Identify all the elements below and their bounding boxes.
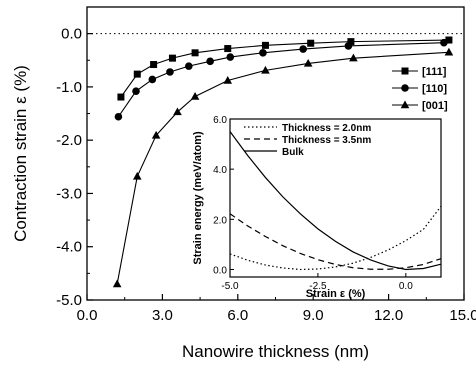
data-point	[261, 41, 269, 49]
y-tick-label: -5.0	[56, 292, 82, 309]
data-point	[166, 68, 174, 76]
data-point	[173, 107, 182, 116]
inset-series-solid	[229, 131, 442, 271]
x-tick-label: 0.0	[77, 307, 98, 324]
data-point	[299, 45, 307, 53]
inset-plot: -5.0 -2.5 0.0 0.0 2.0 4.0 6.0 Strain ε (%) Strai…	[192, 115, 442, 300]
data-point	[259, 49, 267, 57]
series-line	[116, 51, 449, 285]
x-tick-label: 6.0	[227, 307, 248, 324]
inset-y-axis-title: Strain energy (meV/atom)	[192, 131, 204, 265]
data-point	[303, 58, 313, 67]
inset-series-dashed	[229, 213, 442, 270]
x-axis-title: Nanowire thickness (nm)	[182, 342, 369, 361]
legend-label: [001]	[422, 100, 448, 112]
inset-y-tick-label: 2.0	[213, 215, 227, 226]
data-point	[347, 38, 355, 46]
x-tick-label: 12.0	[374, 307, 403, 324]
y-axis-title: Contraction strain ε (%)	[11, 65, 30, 242]
data-point	[440, 38, 448, 47]
x-tick-label: 3.0	[152, 307, 173, 324]
data-point	[445, 36, 453, 44]
data-point	[132, 171, 142, 180]
data-point	[150, 61, 158, 69]
legend-marker	[400, 100, 410, 109]
inset-x-tick-label: 0.0	[399, 281, 413, 292]
inset-plot-frame	[229, 118, 442, 278]
data-point	[226, 53, 235, 61]
series-square	[117, 36, 453, 101]
x-tick-label: 9.0	[303, 307, 324, 324]
data-point	[151, 130, 161, 139]
data-point	[148, 75, 157, 84]
data-point	[206, 57, 214, 66]
data-point	[114, 112, 123, 121]
series-line	[120, 39, 449, 98]
data-point	[261, 65, 270, 74]
data-point	[168, 54, 176, 62]
inset-legend-label: Thickness = 3.5nm	[282, 135, 371, 146]
inset-legend-label: Bulk	[282, 147, 304, 158]
inset-y-tick-label: 0.0	[213, 265, 227, 276]
y-tick-label: 0.0	[61, 26, 82, 43]
data-point	[307, 39, 315, 47]
data-point	[190, 91, 200, 100]
data-point	[191, 49, 199, 57]
data-point	[132, 87, 140, 95]
inset-y-tick-label: 6.0	[213, 115, 227, 126]
y-tick-label: -2.0	[56, 132, 82, 149]
inset-y-tick-label: 4.0	[213, 165, 227, 176]
x-tick-label: 15.0	[449, 307, 476, 324]
data-point	[223, 76, 233, 84]
series-triangle	[112, 47, 454, 288]
y-tick-label: -4.0	[56, 239, 82, 256]
main-plot: 0.0 3.0 6.0 9.0 12.0 15.0 0.0 -1.0 -2.0 -3.0 -4.0 -…	[11, 6, 476, 361]
data-point	[133, 70, 141, 78]
main-legend: [111] [110] [001]	[392, 66, 448, 112]
inset-series-dotted	[229, 205, 442, 271]
inset-x-tick-label: -2.5	[309, 281, 327, 292]
inset-x-axis-title: Strain ε (%)	[306, 288, 366, 300]
data-point	[184, 62, 193, 70]
series-line	[117, 42, 444, 118]
data-point	[117, 93, 125, 101]
data-point	[112, 279, 122, 288]
legend-marker	[401, 84, 409, 92]
data-point	[349, 53, 358, 62]
inset-x-tick-label: -5.0	[221, 281, 239, 292]
legend-label: [110]	[422, 83, 447, 95]
data-point	[344, 42, 353, 50]
data-point	[224, 45, 232, 53]
y-tick-label: -3.0	[56, 185, 82, 202]
data-point	[444, 47, 454, 56]
legend-label: [111]	[422, 66, 447, 78]
legend-marker	[401, 67, 409, 75]
inset-legend-label: Thickness = 2.0nm	[282, 123, 371, 134]
series-circle	[114, 38, 448, 121]
y-tick-label: -1.0	[56, 79, 82, 96]
